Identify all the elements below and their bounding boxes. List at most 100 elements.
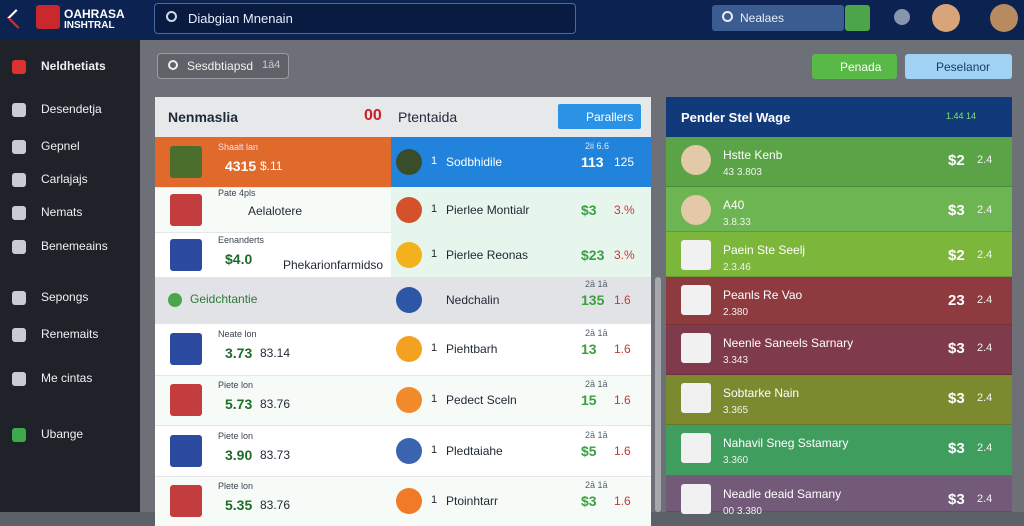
right-name: Nedchalin bbox=[446, 293, 500, 307]
team-crest bbox=[170, 485, 202, 517]
value-2: 3.% bbox=[614, 247, 635, 262]
player-name: Neenle Saneels Sarnary bbox=[723, 336, 854, 350]
row-label: Neate lon bbox=[218, 329, 257, 339]
opponent-icon bbox=[396, 488, 422, 514]
right-small: 2ā 1ā bbox=[585, 429, 608, 440]
player-crest bbox=[681, 433, 711, 463]
player-odds: 2.4 bbox=[977, 342, 993, 354]
value-2: 1.6 bbox=[614, 342, 631, 356]
row-right-tint bbox=[391, 187, 651, 232]
player-sub: 3.8.33 bbox=[723, 217, 751, 228]
dropdown-button[interactable] bbox=[845, 5, 870, 31]
player-odds: 2.4 bbox=[977, 442, 993, 454]
odds-a: 5.35 bbox=[225, 497, 253, 513]
right-num: 1 bbox=[431, 494, 438, 506]
right-num: 1 bbox=[431, 342, 438, 354]
player-name: Neadle deaid Samany bbox=[723, 487, 842, 501]
right-pill: 1.44 14 bbox=[946, 111, 977, 121]
player-sub: 2.3.46 bbox=[723, 262, 751, 273]
opponent-icon bbox=[396, 149, 422, 175]
value-2: 3.% bbox=[614, 202, 635, 217]
opponent-icon bbox=[396, 437, 422, 464]
right-row bbox=[666, 375, 1012, 425]
right-num: 1 bbox=[431, 443, 438, 456]
right-small: 2ā 1ā bbox=[585, 379, 608, 389]
player-odds: 2.4 bbox=[977, 294, 993, 306]
right-row bbox=[666, 425, 1012, 476]
player-odds: 2.4 bbox=[977, 249, 993, 261]
row-label: Pate 4pls bbox=[218, 187, 256, 198]
right-search[interactable] bbox=[712, 5, 844, 31]
player-value: $3 bbox=[948, 440, 965, 457]
right-row bbox=[666, 137, 1012, 187]
row-label: Shaalt lan bbox=[218, 142, 259, 152]
player-value: 23 bbox=[948, 292, 965, 309]
odds-a: 5.73 bbox=[225, 396, 253, 412]
sidebar-item: Ubange bbox=[41, 427, 84, 441]
player-value: $3 bbox=[948, 340, 965, 357]
right-search-icon bbox=[722, 11, 733, 22]
right-num: 1 bbox=[431, 202, 438, 215]
search-text: Diabgian Mnenain bbox=[188, 11, 293, 26]
player-odds: 2.4 bbox=[977, 204, 993, 216]
right-search-text: Nealaes bbox=[740, 11, 785, 25]
odds-b: $.11 bbox=[260, 159, 283, 173]
value-2: 1.6 bbox=[614, 293, 631, 307]
odds-b: 83.14 bbox=[260, 346, 291, 360]
team-crest bbox=[170, 238, 202, 271]
sidebar-icon bbox=[12, 372, 26, 386]
row-label: Eenanderts bbox=[218, 234, 265, 245]
middle-title: Nenmaslia bbox=[168, 109, 239, 125]
player-odds: 2.4 bbox=[977, 154, 993, 166]
toolbar-search[interactable] bbox=[157, 53, 289, 79]
row-label: Piete lon bbox=[218, 430, 254, 441]
player-value: $2 bbox=[948, 152, 965, 169]
row-right-tint bbox=[391, 232, 651, 277]
blue-button[interactable] bbox=[905, 54, 1012, 79]
odds-a: 4315 bbox=[225, 158, 257, 174]
brand-line1: OAHRASA bbox=[64, 7, 125, 21]
right-small: 2ii 6.6 bbox=[585, 141, 610, 151]
value-1: 135 bbox=[581, 292, 605, 308]
right-row bbox=[666, 325, 1012, 375]
row-label: Plete lon bbox=[218, 481, 254, 491]
middle-button[interactable] bbox=[558, 104, 641, 129]
value-2: 1.6 bbox=[614, 393, 631, 407]
search-box[interactable] bbox=[154, 3, 576, 34]
sidebar-item: Sepongs bbox=[41, 290, 89, 304]
right-title: Pender Stel Wage bbox=[681, 110, 791, 125]
search-icon bbox=[166, 11, 177, 22]
value-1: 13 bbox=[581, 341, 597, 357]
odds-b: 83.76 bbox=[260, 498, 291, 512]
right-small: 2ā 1ā bbox=[585, 480, 608, 490]
player-crest bbox=[681, 240, 711, 270]
sidebar-item: Desendetja bbox=[41, 102, 102, 116]
right-name: Pledtaiahe bbox=[446, 443, 503, 458]
opponent-icon bbox=[396, 196, 422, 223]
right-name: Pierlee Montialr bbox=[446, 202, 530, 217]
sidebar-item: Renemaits bbox=[41, 327, 99, 341]
scrollbar bbox=[655, 277, 661, 512]
player-crest bbox=[681, 383, 711, 413]
sidebar-item: Nemats bbox=[41, 205, 83, 219]
team-crest bbox=[170, 193, 202, 226]
right-header bbox=[666, 97, 1012, 137]
right-small: 2ā 1ā bbox=[585, 279, 608, 289]
brand-logo bbox=[36, 5, 60, 29]
sidebar-item: Benemeains bbox=[41, 239, 108, 253]
row-right bbox=[391, 137, 651, 187]
value-1: $5 bbox=[581, 442, 597, 459]
toolbar-search-text: Sesdbtiapsd bbox=[187, 59, 254, 73]
middle-score: 00 bbox=[364, 107, 382, 124]
player-name: Sobtarke Nain bbox=[723, 386, 800, 400]
green-button[interactable] bbox=[812, 54, 897, 79]
left-name: Aelalotere bbox=[248, 203, 303, 218]
right-row bbox=[666, 476, 1012, 512]
sidebar-icon bbox=[12, 428, 26, 442]
toolbar-search-icon bbox=[168, 60, 178, 70]
right-name: Pedect Sceln bbox=[446, 393, 517, 407]
sidebar-icon bbox=[12, 173, 26, 187]
toolbar-search-tag: 1ā4 bbox=[262, 59, 281, 71]
opponent-icon bbox=[396, 241, 422, 268]
sidebar-item: Carlajajs bbox=[41, 172, 88, 186]
